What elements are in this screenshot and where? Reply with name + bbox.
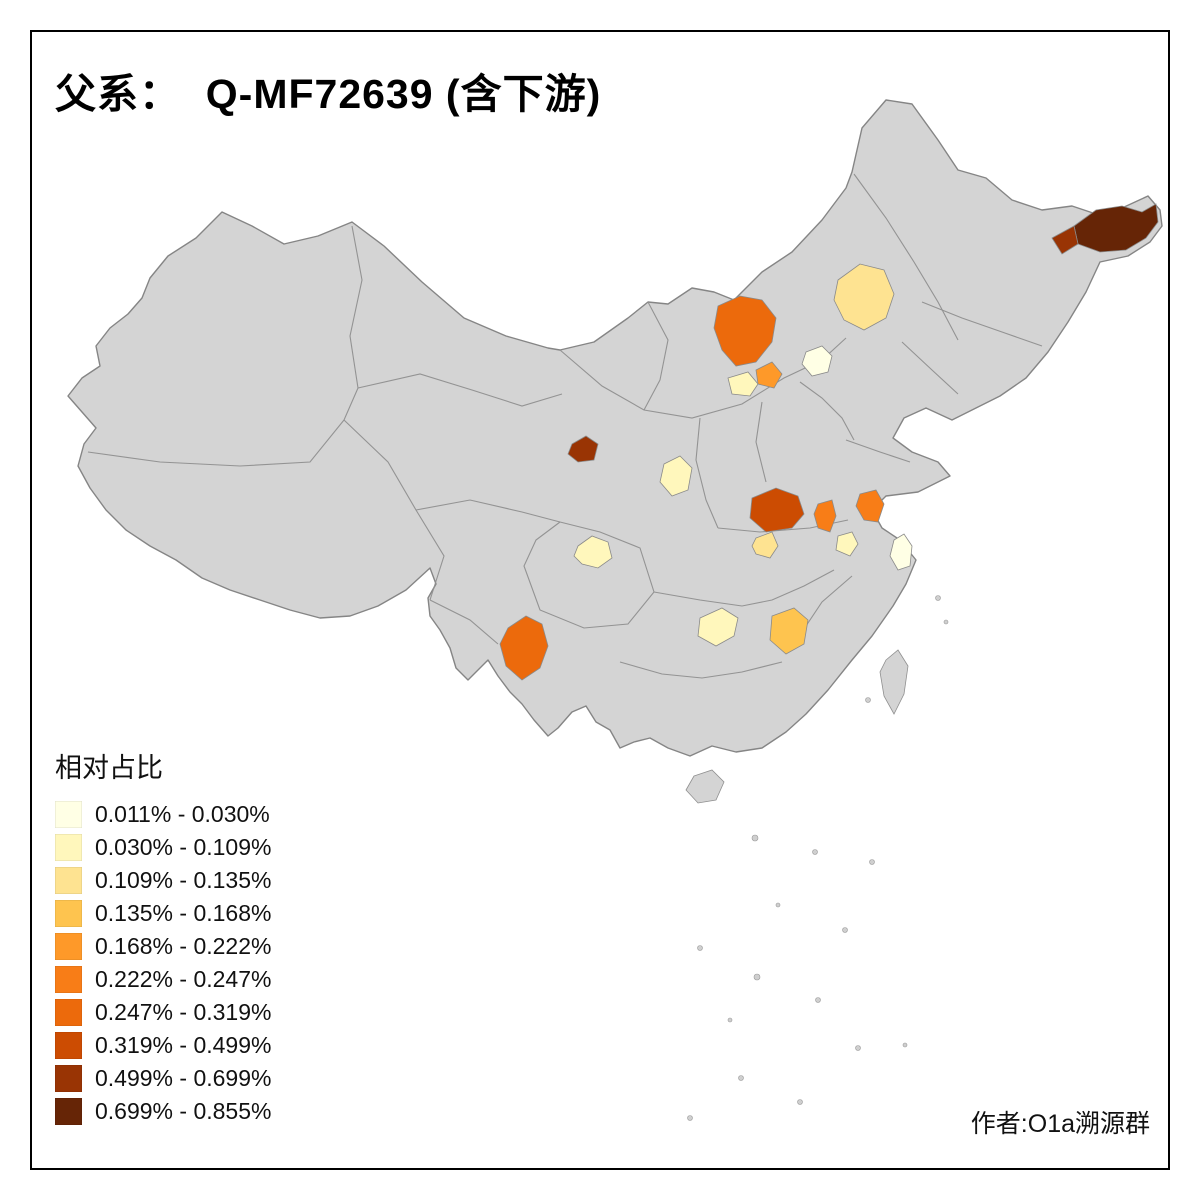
legend-row: 0.109% - 0.135% <box>55 864 271 897</box>
legend-row: 0.699% - 0.855% <box>55 1095 271 1128</box>
region-inner-mongolia-central <box>713 295 777 367</box>
legend-swatch-7 <box>55 999 82 1026</box>
region-hunan-jiangxi <box>769 607 809 655</box>
legend-swatch-8 <box>55 1032 82 1059</box>
region-shanghai-coast <box>889 533 913 571</box>
legend-swatch-3 <box>55 867 82 894</box>
legend-row: 0.319% - 0.499% <box>55 1029 271 1062</box>
region-anhui-south <box>835 531 859 557</box>
legend-row: 0.135% - 0.168% <box>55 897 271 930</box>
region-gansu-small <box>567 435 599 463</box>
legend-swatch-5 <box>55 933 82 960</box>
legend-label-1: 0.011% - 0.030% <box>95 801 270 827</box>
legend-row: 0.222% - 0.247% <box>55 963 271 996</box>
legend-label-6: 0.222% - 0.247% <box>95 966 272 992</box>
page-title: 父系： Q-MF72639 (含下游) <box>55 71 602 117</box>
region-hubei-central <box>751 531 779 559</box>
legend-label-2: 0.030% - 0.109% <box>95 834 272 860</box>
legend-swatch-4 <box>55 900 82 927</box>
region-jiangsu-central <box>855 489 885 523</box>
legend-label-9: 0.499% - 0.699% <box>95 1065 272 1091</box>
legend-swatch-6 <box>55 966 82 993</box>
legend: 相对占比 0.011% - 0.030% 0.030% - 0.109% 0.1… <box>55 746 271 1128</box>
legend-swatch-1 <box>55 801 82 828</box>
region-henan-west <box>749 487 805 533</box>
legend-row: 0.168% - 0.222% <box>55 930 271 963</box>
plot-frame <box>30 30 1170 1170</box>
legend-label-8: 0.319% - 0.499% <box>95 1032 272 1058</box>
legend-row: 0.011% - 0.030% <box>55 798 271 831</box>
region-guizhou-east <box>697 607 739 647</box>
region-northeast-inner-mongolia <box>833 263 895 331</box>
legend-swatch-2 <box>55 834 82 861</box>
author-credit: 作者:O1a溯源群 <box>970 1110 1150 1138</box>
mainland-china-shape <box>67 99 1163 757</box>
region-near-beijing <box>801 345 833 377</box>
legend-row: 0.499% - 0.699% <box>55 1062 271 1095</box>
legend-label-10: 0.699% - 0.855% <box>95 1098 272 1124</box>
legend-label-4: 0.135% - 0.168% <box>95 900 272 926</box>
legend-label-7: 0.247% - 0.319% <box>95 999 272 1025</box>
region-anhui-north <box>813 499 837 533</box>
taiwan-island <box>879 649 909 715</box>
region-far-northeast-east <box>1073 203 1159 253</box>
south-china-sea-islets <box>687 595 949 1121</box>
region-ordos-east <box>755 361 783 389</box>
region-yunnan-west <box>499 615 549 681</box>
region-shaanxi-north <box>659 455 693 497</box>
hainan-island <box>685 769 725 804</box>
region-ordos-west <box>727 371 759 397</box>
region-sichuan-chengdu <box>573 535 613 569</box>
legend-label-5: 0.168% - 0.222% <box>95 933 272 959</box>
legend-row: 0.030% - 0.109% <box>55 831 271 864</box>
region-far-northeast-west-lobe <box>1051 225 1079 255</box>
legend-swatch-10 <box>55 1098 82 1125</box>
legend-label-3: 0.109% - 0.135% <box>95 867 272 893</box>
legend-row: 0.247% - 0.319% <box>55 996 271 1029</box>
legend-title: 相对占比 <box>55 753 163 783</box>
legend-swatch-9 <box>55 1065 82 1092</box>
